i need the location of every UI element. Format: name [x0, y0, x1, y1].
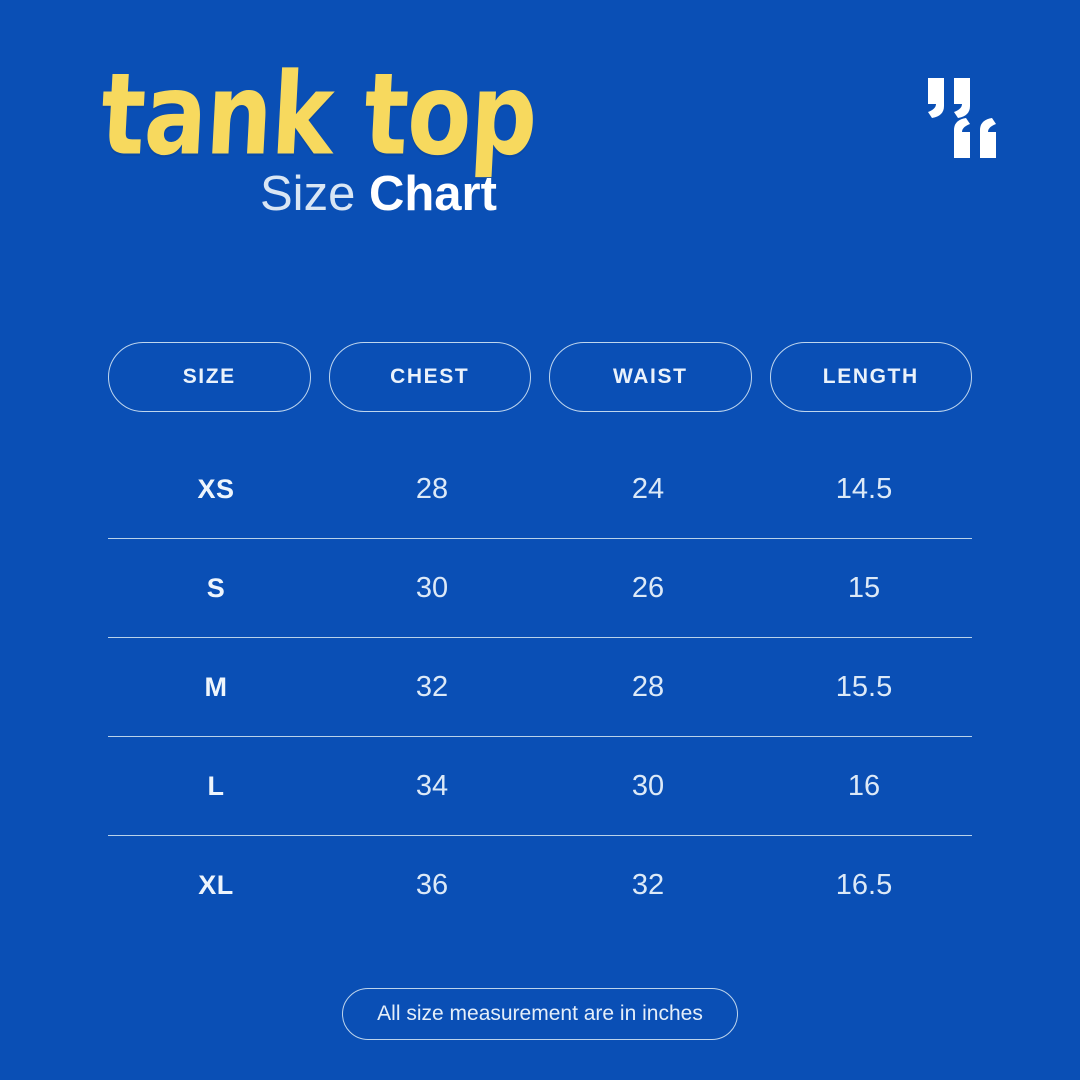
column-header-size[interactable]: SIZE [108, 342, 311, 412]
cell-length: 14.5 [835, 472, 893, 505]
table-row: XL 36 32 16.5 [108, 836, 972, 934]
cell-waist: 28 [631, 670, 665, 703]
row-divider [108, 736, 972, 737]
cell-chest: 36 [415, 868, 449, 901]
poster-header: tank top Size Chart [0, 0, 1080, 300]
row-divider [108, 538, 972, 539]
cell-waist: 30 [631, 769, 665, 802]
row-divider [108, 637, 972, 638]
page-title: tank top [97, 48, 540, 181]
table-row: L 34 30 16 [108, 737, 972, 835]
cell-length: 16.5 [835, 868, 893, 901]
cell-length: 15.5 [835, 670, 893, 703]
column-header-chest[interactable]: CHEST [328, 342, 531, 412]
cell-waist: 32 [631, 868, 665, 901]
cell-size: XL [198, 869, 234, 900]
title-block: tank top Size Chart [98, 49, 553, 219]
measurement-unit-note: All size measurement are in inches [342, 988, 738, 1040]
column-header-length[interactable]: LENGTH [769, 342, 972, 412]
quotation-marks-icon [922, 72, 1018, 164]
row-divider [108, 835, 972, 836]
table-row: S 30 26 15 [108, 539, 972, 637]
cell-waist: 24 [631, 472, 665, 505]
size-chart-table: SIZE CHEST WAIST LENGTH XS 28 24 14.5 S … [108, 342, 972, 934]
table-row: XS 28 24 14.5 [108, 440, 972, 538]
table-body: XS 28 24 14.5 S 30 26 15 M 32 28 15.5 [108, 440, 972, 934]
cell-chest: 28 [415, 472, 449, 505]
subtitle-size-word: Size [260, 167, 369, 221]
cell-length: 15 [847, 571, 881, 604]
subtitle-chart-word: Chart [368, 167, 497, 221]
cell-waist: 26 [631, 571, 665, 604]
cell-size: XS [197, 473, 235, 504]
table-row: M 32 28 15.5 [108, 638, 972, 736]
poster-footer: All size measurement are in inches [0, 988, 1080, 1040]
cell-length: 16 [847, 769, 881, 802]
cell-size: M [204, 671, 228, 702]
page-subtitle: Size Chart [260, 170, 497, 219]
cell-size: L [207, 770, 225, 801]
cell-chest: 34 [415, 769, 449, 802]
cell-chest: 32 [415, 670, 449, 703]
cell-chest: 30 [415, 571, 449, 604]
cell-size: S [206, 572, 226, 603]
column-header-waist[interactable]: WAIST [549, 342, 752, 412]
table-header-row: SIZE CHEST WAIST LENGTH [108, 342, 972, 412]
